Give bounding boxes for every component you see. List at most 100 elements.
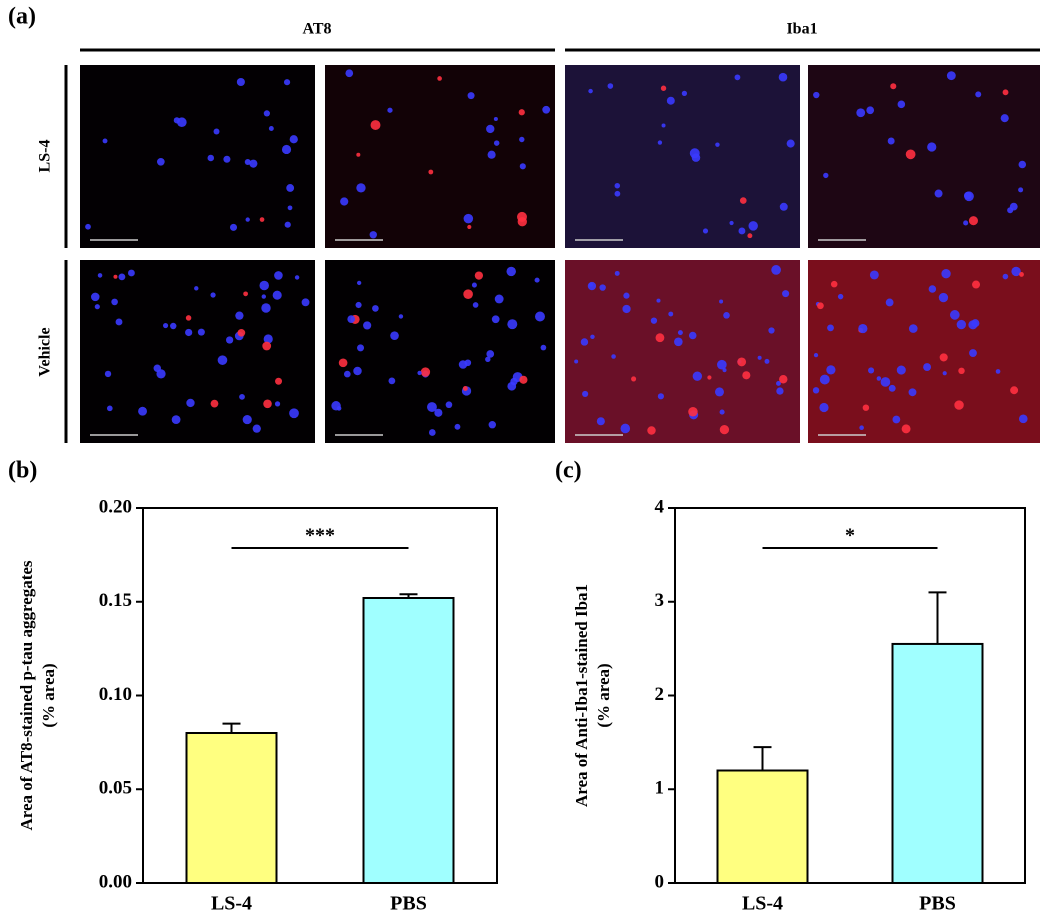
nucleus: [340, 197, 349, 206]
nucleus: [185, 315, 192, 321]
nucleus: [674, 337, 683, 347]
y-axis-label: (% area): [594, 663, 613, 727]
y-tick-label: 0.00: [99, 871, 132, 892]
nucleus: [813, 91, 820, 99]
plot-frame: [142, 507, 498, 884]
nucleus: [719, 299, 724, 304]
nucleus: [427, 402, 437, 412]
nucleus: [356, 280, 362, 286]
bar: [891, 642, 984, 884]
nucleus: [1018, 414, 1028, 424]
nucleus: [880, 377, 891, 387]
nucleus: [782, 290, 790, 298]
nucleus: [876, 376, 882, 381]
nucleus: [856, 108, 866, 118]
nucleus: [837, 293, 844, 300]
nucleus: [702, 228, 709, 234]
nucleus: [471, 282, 477, 288]
nucleus: [467, 224, 472, 230]
nucleus: [207, 154, 215, 162]
nucleus: [738, 227, 746, 235]
nucleus: [776, 387, 784, 395]
nucleus: [283, 79, 291, 86]
nucleus: [355, 301, 362, 309]
nucleus: [464, 359, 472, 367]
nucleus: [620, 423, 631, 434]
nucleus: [331, 401, 341, 411]
nucleus: [768, 327, 775, 334]
nucleus: [858, 323, 868, 334]
nucleus: [819, 374, 830, 385]
nucleus: [596, 417, 605, 426]
nucleus: [236, 77, 245, 87]
nucleus: [866, 106, 875, 115]
nucleus: [719, 409, 725, 415]
nucleus: [660, 85, 667, 91]
nucleus: [823, 172, 829, 179]
nucleus: [739, 197, 747, 204]
nucleus: [507, 381, 517, 391]
nucleus: [692, 371, 703, 381]
nucleus: [681, 90, 688, 97]
nucleus: [369, 231, 377, 239]
nucleus: [517, 211, 527, 222]
nucleus: [128, 269, 135, 277]
nucleus: [472, 302, 479, 308]
nucleus: [908, 324, 918, 333]
nucleus: [493, 116, 498, 122]
nucleus: [493, 140, 500, 146]
nucleus: [272, 290, 282, 300]
nucleus: [235, 311, 244, 320]
nucleus: [956, 319, 967, 330]
nucleus: [668, 311, 674, 317]
nucleus: [896, 365, 906, 375]
nucleus: [614, 270, 620, 276]
nucleus: [289, 408, 299, 419]
nucleus: [778, 72, 788, 82]
nucleus: [486, 124, 495, 134]
nucleus: [345, 69, 354, 78]
nucleus: [623, 292, 630, 299]
bar: [185, 732, 278, 884]
nucleus: [370, 120, 381, 131]
nucleus: [622, 304, 631, 314]
nucleus: [281, 144, 292, 155]
nucleus: [491, 315, 500, 324]
nucleus: [237, 328, 246, 337]
nucleus: [353, 366, 362, 376]
nucleus: [890, 83, 897, 90]
nucleus: [347, 315, 356, 323]
error-bar: [222, 722, 241, 733]
nucleus: [275, 377, 283, 385]
panel-label: (a): [8, 4, 36, 30]
micrograph: [565, 260, 800, 443]
nucleus: [588, 282, 594, 287]
nucleus: [677, 330, 683, 336]
nucleus: [387, 107, 393, 113]
nucleus: [519, 375, 528, 384]
nucleus: [971, 319, 980, 328]
nucleus: [715, 142, 720, 147]
nucleus: [963, 220, 969, 226]
nucleus: [582, 390, 589, 398]
nucleus: [194, 286, 199, 291]
nucleus: [656, 298, 661, 303]
y-axis-label: (% area): [39, 663, 58, 727]
nucleus: [905, 149, 916, 160]
error-bar: [753, 746, 772, 771]
nucleus: [173, 117, 180, 124]
x-tick-label: PBS: [919, 893, 956, 915]
nucleus: [301, 298, 310, 307]
nucleus: [171, 415, 181, 425]
nucleus: [507, 319, 518, 330]
nucleus: [830, 280, 838, 288]
nucleus: [138, 406, 147, 416]
nucleus: [1018, 187, 1024, 193]
micrograph: [808, 260, 1040, 443]
y-tick-label: 1: [655, 778, 665, 799]
nucleus: [737, 357, 747, 367]
nucleus: [252, 424, 261, 433]
y-axis-label: Area of Anti-Iba1-stained Iba1: [572, 584, 591, 807]
nucleus: [934, 189, 943, 198]
nucleus: [729, 220, 734, 226]
